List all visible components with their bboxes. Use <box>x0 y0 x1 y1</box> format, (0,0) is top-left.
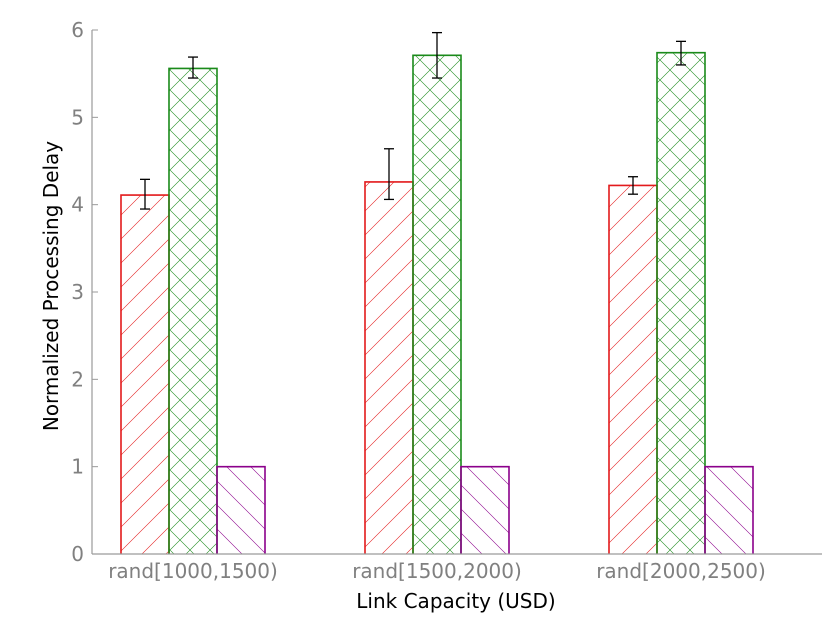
y-tick-label-3: 3 <box>71 280 84 304</box>
bar-fill-s1-c2 <box>657 52 705 554</box>
y-tick-label-6: 6 <box>71 18 84 42</box>
axes-group <box>91 29 822 555</box>
bar-fill-s2-c2 <box>705 466 753 554</box>
x-tick-label-1: rand[1500,2000) <box>352 559 522 583</box>
x-tick-labels: rand[1000,1500) rand[1500,2000) rand[2000,… <box>108 559 766 583</box>
y-tick-label-4: 4 <box>71 193 84 217</box>
bar-fill-s1-c1 <box>413 55 461 555</box>
y-tick-label-1: 1 <box>71 455 84 479</box>
x-tick-label-2: rand[2000,2500) <box>596 559 766 583</box>
error-bars-group <box>140 31 686 210</box>
bar-s2-c2 <box>704 465 754 554</box>
bar-fill-s0-c1 <box>365 181 413 554</box>
bar-fill-s1-c0 <box>169 68 217 554</box>
y-tick-label-2: 2 <box>71 367 84 391</box>
bar-fill-s2-c0 <box>217 466 265 554</box>
x-tick-label-0: rand[1000,1500) <box>108 559 278 583</box>
bar-fill-s0-c0 <box>121 195 169 554</box>
y-tick-labels: 0 1 2 3 4 5 6 <box>71 18 84 566</box>
bars-group <box>120 51 754 555</box>
bar-s2-c1 <box>460 465 510 554</box>
y-axis-label: Normalized Processing Delay <box>39 141 63 431</box>
bar-s2-c0 <box>216 465 266 554</box>
y-tick-label-5: 5 <box>71 105 84 129</box>
bar-fill-s2-c1 <box>461 466 509 554</box>
bar-fill-s0-c2 <box>609 185 657 554</box>
y-tick-label-0: 0 <box>71 542 84 566</box>
x-axis-label: Link Capacity (USD) <box>356 589 555 613</box>
